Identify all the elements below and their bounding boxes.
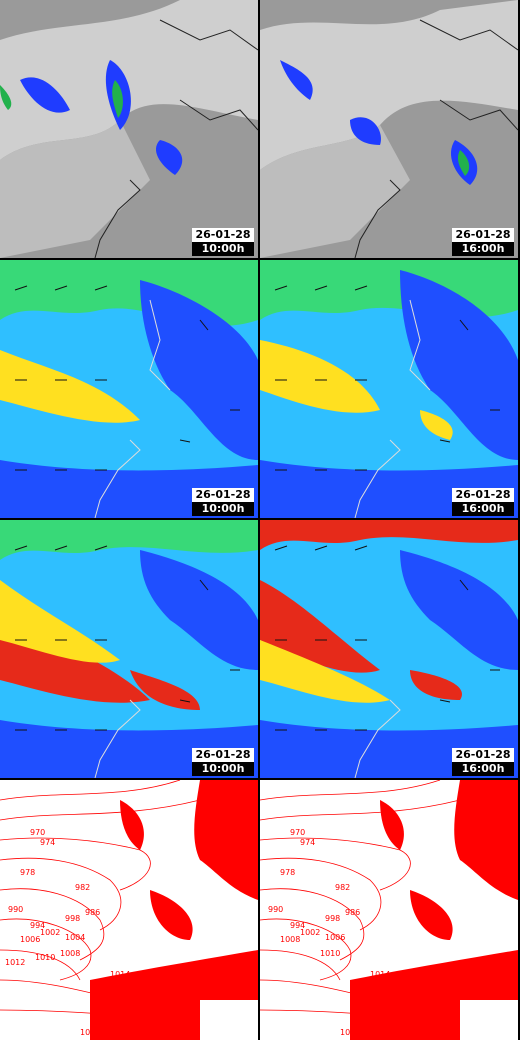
isobar-map: 970 974 978 982 986 990 994 998 1002 100…	[260, 780, 518, 1040]
wind-map	[260, 260, 518, 518]
isobar-label: 1002	[300, 928, 320, 937]
isobar-label: 998	[65, 914, 80, 923]
time-label: 10:00h	[192, 502, 254, 516]
isobar-label: 1022	[80, 1028, 100, 1037]
timestamp: 26-01-28 10:00h	[192, 488, 254, 516]
isobar-label: 1008	[60, 949, 80, 958]
date-label: 26-01-28	[452, 488, 514, 502]
pressure-panel-right: 970 974 978 982 986 990 994 998 1002 100…	[260, 780, 518, 1040]
date-label: 26-01-28	[452, 228, 514, 242]
isobar-label: 994	[30, 921, 45, 930]
wind-low-panel-right: 26-01-28 16:00h	[260, 260, 518, 518]
isobar-label: 978	[280, 868, 295, 877]
isobar-label: 982	[335, 883, 350, 892]
date-label: 26-01-28	[192, 488, 254, 502]
wind-map	[0, 260, 258, 518]
satellite-map	[260, 0, 518, 258]
date-label: 26-01-28	[192, 228, 254, 242]
isobar-label: 1004	[65, 933, 85, 942]
satellite-panel-right: 26-01-28 16:00h	[260, 0, 518, 258]
time-label: 16:00h	[452, 502, 514, 516]
isobar-map: 970 974 978 982 986 990 994 998 1002 100…	[0, 780, 258, 1040]
wind-low-panel-left: 26-01-28 10:00h	[0, 260, 258, 518]
date-label: 26-01-28	[452, 748, 514, 762]
timestamp: 26-01-28 16:00h	[452, 748, 514, 776]
isobar-label: 1018	[355, 987, 375, 996]
timestamp: 26-01-28 16:00h	[452, 488, 514, 516]
isobar-label: 990	[268, 905, 283, 914]
date-label: 26-01-28	[192, 748, 254, 762]
timestamp: 26-01-28 10:00h	[192, 748, 254, 776]
isobar-label: 1016	[100, 978, 120, 987]
wind-high-panel-left: 26-01-28 10:00h	[0, 520, 258, 778]
isobar-label: 1022	[340, 1028, 360, 1037]
isobar-label: 970	[30, 828, 45, 837]
isobar-label: 1018	[95, 987, 115, 996]
isobar-label: 986	[85, 908, 100, 917]
isobar-label: 970	[290, 828, 305, 837]
time-label: 16:00h	[452, 762, 514, 776]
timestamp: 26-01-28 10:00h	[192, 228, 254, 256]
time-label: 10:00h	[192, 762, 254, 776]
isobar-label: 1010	[320, 949, 340, 958]
timestamp: 26-01-28 16:00h	[452, 228, 514, 256]
isobar-label: 1014	[110, 970, 130, 979]
satellite-map	[0, 0, 258, 258]
wind-map	[260, 520, 518, 778]
wind-map	[0, 520, 258, 778]
isobar-label: 978	[20, 868, 35, 877]
satellite-panel-left: 26-01-28 10:00h	[0, 0, 258, 258]
pressure-panel-left: 970 974 978 982 986 990 994 998 1002 100…	[0, 780, 258, 1040]
isobar-label: 998	[325, 914, 340, 923]
isobar-label: 1008	[280, 935, 300, 944]
isobar-label: 1014	[370, 970, 390, 979]
isobar-label: 1002	[40, 928, 60, 937]
isobar-label: 974	[40, 838, 55, 847]
isobar-label: 994	[290, 921, 305, 930]
wind-high-panel-right: 26-01-28 16:00h	[260, 520, 518, 778]
isobar-label: 986	[345, 908, 360, 917]
isobar-label: 1006	[20, 935, 40, 944]
time-label: 16:00h	[452, 242, 514, 256]
time-label: 10:00h	[192, 242, 254, 256]
isobar-label: 1010	[35, 953, 55, 962]
isobar-label: 990	[8, 905, 23, 914]
isobar-label: 982	[75, 883, 90, 892]
isobar-label: 1006	[325, 933, 345, 942]
isobar-label: 1012	[5, 958, 25, 967]
isobar-label: 974	[300, 838, 315, 847]
